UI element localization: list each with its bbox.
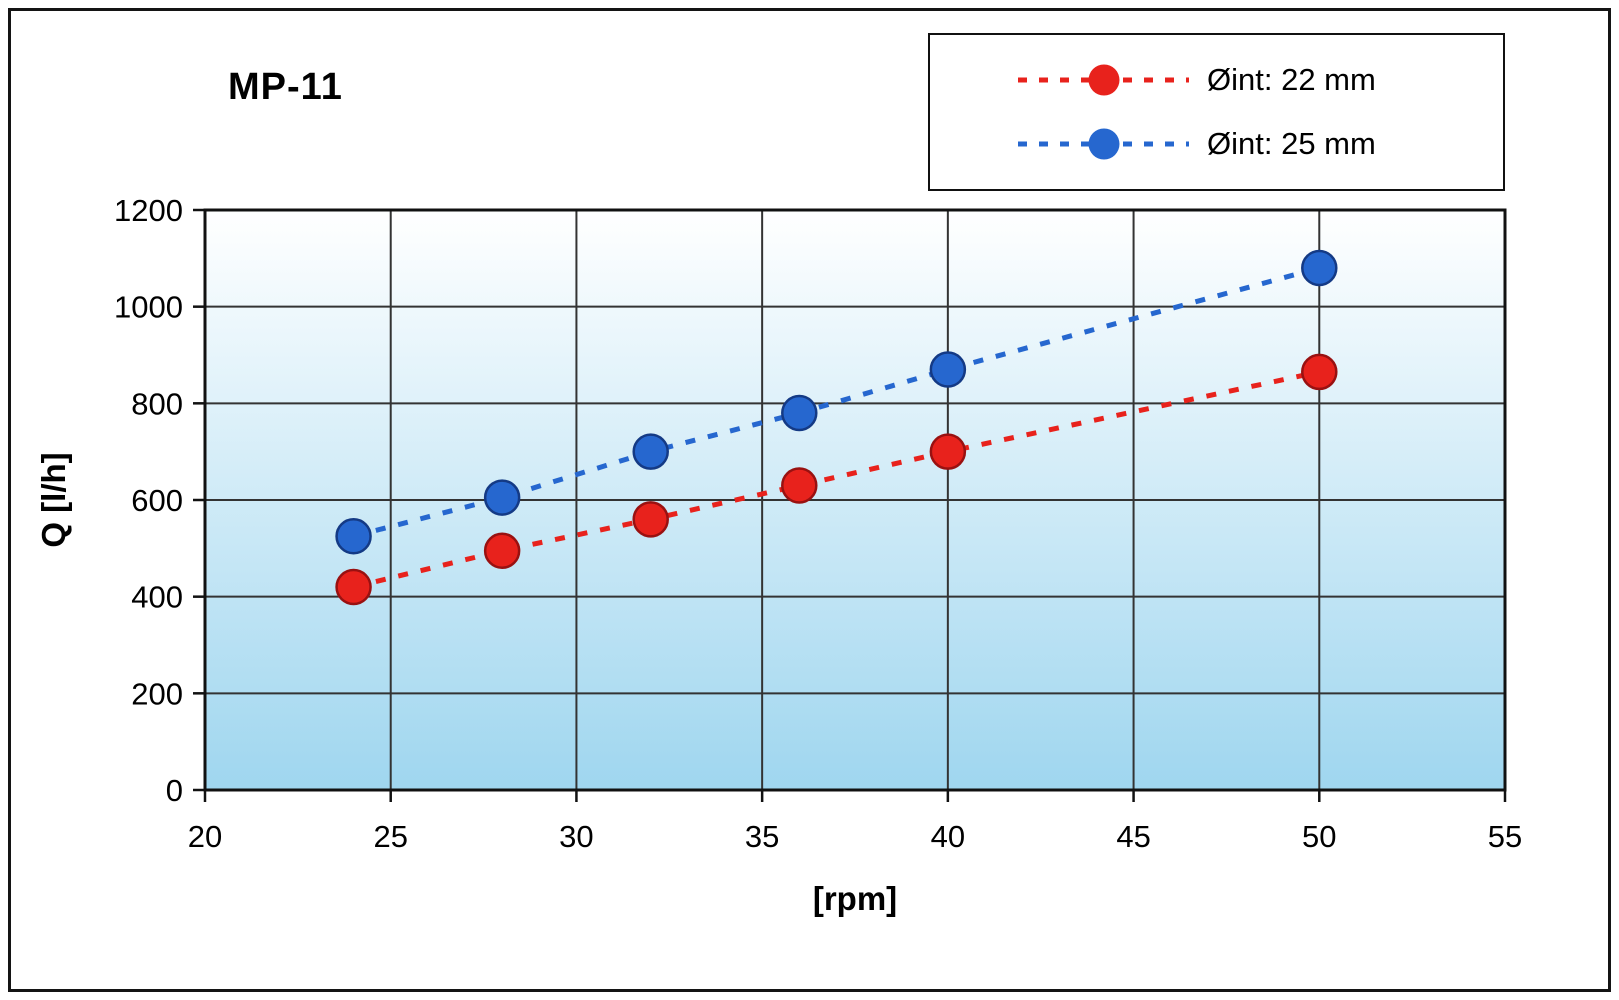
x-tick-label: 20 xyxy=(188,819,222,854)
data-point-marker xyxy=(781,394,818,432)
data-point-marker xyxy=(929,433,967,470)
x-tick-label: 25 xyxy=(373,819,407,854)
data-point-marker xyxy=(483,532,521,569)
data-point-marker xyxy=(632,501,669,538)
y-axis-title: Q [l/h] xyxy=(35,452,72,548)
data-point-marker xyxy=(632,433,669,470)
legend-item: Øint: 22 mm xyxy=(930,60,1503,100)
x-tick-label: 30 xyxy=(559,819,593,854)
series-line xyxy=(352,369,1320,590)
data-point-marker xyxy=(781,467,818,504)
data-point-marker xyxy=(929,351,967,388)
y-tick-label: 400 xyxy=(131,580,183,615)
legend-label: Øint: 25 mm xyxy=(1207,126,1376,162)
legend-marker-blue-dashed-icon xyxy=(1018,128,1189,160)
data-point-marker xyxy=(335,518,372,555)
data-point-marker xyxy=(335,568,372,606)
legend-item: Øint: 25 mm xyxy=(930,124,1503,164)
y-tick-label: 1000 xyxy=(114,290,183,325)
plot-border xyxy=(203,208,1507,792)
y-tick-label: 800 xyxy=(131,386,183,421)
data-point-marker xyxy=(483,479,521,516)
legend: Øint: 22 mm Øint: 25 mm xyxy=(928,33,1505,191)
legend-label: Øint: 22 mm xyxy=(1207,61,1376,97)
x-axis-title: [rpm] xyxy=(812,880,898,917)
chart-title: MP-11 xyxy=(228,66,343,108)
data-point-marker xyxy=(1301,249,1338,287)
x-tick-label: 50 xyxy=(1302,819,1336,854)
legend-marker-red-dashed-icon xyxy=(1018,64,1189,96)
x-tick-label: 35 xyxy=(745,819,779,854)
y-tick-label: 600 xyxy=(131,483,183,518)
y-tick-label: 200 xyxy=(131,676,183,711)
data-point-marker xyxy=(1301,353,1338,391)
x-tick-label: 55 xyxy=(1488,819,1522,854)
x-tick-label: 40 xyxy=(931,819,965,854)
y-tick-label: 1200 xyxy=(114,193,183,228)
x-tick-label: 45 xyxy=(1116,819,1150,854)
y-tick-label: 0 xyxy=(166,773,183,808)
